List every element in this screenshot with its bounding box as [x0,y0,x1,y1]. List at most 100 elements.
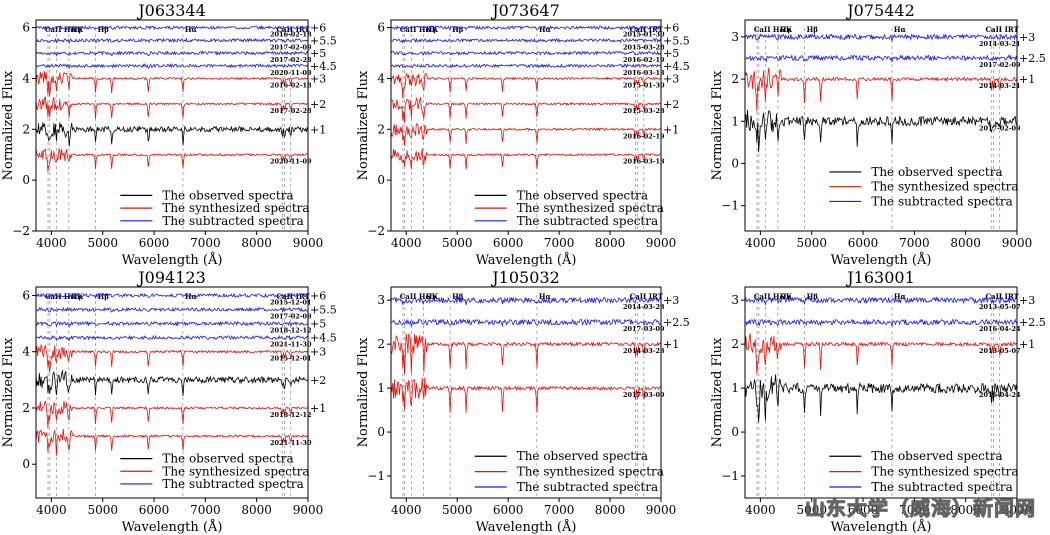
spectrum-line-subtracted [745,33,1017,42]
offset-label: +6 [663,22,679,35]
offset-label: +3 [1019,294,1035,307]
y-tick-label: −1 [721,199,739,213]
line-marker-label: CaII H&K [754,25,793,34]
epoch-label: 2015-12-01 [270,355,312,363]
offset-label: +2.5 [1019,316,1046,329]
spectrum-line-synthesized [36,400,308,428]
legend-label-synthesized: The synthesized spectra [162,464,309,478]
x-tick-label: 4000 [745,236,776,250]
epoch-label: 2017-02-09 [270,313,312,321]
y-tick-label: 0 [731,425,739,439]
line-marker-label: Hγ [780,292,792,301]
epoch-label: 2014-03-21 [979,82,1021,90]
chart-title: J063344 [136,1,206,20]
y-tick-label: 3 [731,293,739,307]
x-axis-label: Wavelength (Å) [122,252,223,268]
epoch-label: 2021-11-30 [270,341,312,349]
spectrum-line-subtracted [36,334,308,342]
x-tick-label: 9000 [293,236,324,250]
y-tick-label: 3 [377,293,385,307]
offset-label: +3 [1019,31,1035,44]
offset-label: +1 [663,338,679,351]
spectrum-line-synthesized [391,72,661,99]
epoch-label: 2017-02-28 [270,107,312,115]
epoch-label: 2020-11-09 [270,69,312,77]
line-marker-label: CaII IRT [276,292,310,301]
epoch-label: 2016-03-13 [623,158,665,166]
line-marker-label: CaII IRT [985,25,1019,34]
spectrum-line-subtracted [36,306,308,313]
legend-label-synthesized: The synthesized spectra [517,201,664,215]
epoch-label: 2015-03-28 [623,107,665,115]
offset-label: +3 [663,72,679,85]
x-tick-label: 8000 [241,236,272,250]
legend-label-synthesized: The synthesized spectra [871,465,1018,479]
epoch-label: 2020-11-09 [270,158,312,166]
legend-label-subtracted: The subtracted spectra [871,194,1012,208]
line-marker-label: Hγ [780,25,792,34]
spectrum-line-synthesized [391,97,661,123]
line-marker-label: CaII H&K [400,292,439,301]
y-tick-label: 2 [22,401,30,415]
x-tick-label: 9000 [646,236,677,250]
spectra-group [745,33,1017,153]
x-tick-label: 8000 [241,503,272,517]
epoch-label: 2017-02-09 [979,124,1021,132]
spectrum-line-synthesized [36,96,308,119]
offset-label: +5 [663,47,679,60]
x-tick-label: 5000 [796,236,827,250]
spectrum-line-subtracted [391,37,661,44]
spectrum-line-subtracted [391,296,661,306]
spectrum-line-subtracted [36,24,308,32]
x-axis-label: Wavelength (Å) [476,252,577,268]
offset-label: +1 [310,123,326,136]
y-tick-label: 2 [22,122,30,136]
y-tick-label: −2 [12,224,30,238]
y-tick-label: 1 [731,381,739,395]
x-tick-label: 9000 [1002,503,1033,517]
line-marker-label: Hβ [452,25,464,34]
spectrum-line-synthesized [391,123,661,146]
epoch-label: 2013-05-07 [979,303,1021,311]
spectra-group [36,24,308,172]
epoch-label: 2015-01-30 [623,31,665,39]
y-tick-label: −1 [367,469,385,483]
chart-title: J075442 [845,1,915,20]
offset-label: +1 [310,402,326,415]
plot-frame [744,19,1018,232]
line-marker-label: Hα [539,292,552,301]
spectra-group [745,296,1017,423]
spectrum-line-observed [36,122,308,147]
offset-label: +2 [310,374,326,387]
y-tick-label: 6 [22,288,30,302]
x-tick-label: 8000 [950,236,981,250]
x-tick-label: 8000 [950,503,981,517]
line-marker-label: CaII IRT [630,25,664,34]
y-tick-label: 4 [22,71,30,85]
spectrum-line-synthesized [745,333,1017,374]
y-axis-label: Normalized Flux [710,70,725,180]
offset-label: +2 [310,98,326,111]
plot-frame [35,19,309,232]
line-marker-label: CaII IRT [985,292,1019,301]
spectrum-line-subtracted [391,63,661,69]
y-tick-label: 6 [377,21,385,35]
offset-label: +5.5 [310,304,337,317]
x-tick-label: 7000 [899,503,930,517]
y-tick-label: 0 [377,425,385,439]
line-marker-label: Hβ [807,25,819,34]
x-tick-label: 8000 [595,236,626,250]
spectrum-line-synthesized [391,377,661,413]
y-axis-label: Normalized Flux [356,337,371,447]
spectrum-line-synthesized [391,333,661,374]
chart-title: J163001 [845,268,915,287]
spectra-group [36,292,308,456]
x-tick-label: 9000 [293,503,324,517]
offset-label: +3 [310,346,326,359]
offset-label: +1 [1019,73,1035,86]
offset-label: +2 [663,98,679,111]
line-marker-label: Hα [894,25,907,34]
plot-frame [390,286,662,499]
